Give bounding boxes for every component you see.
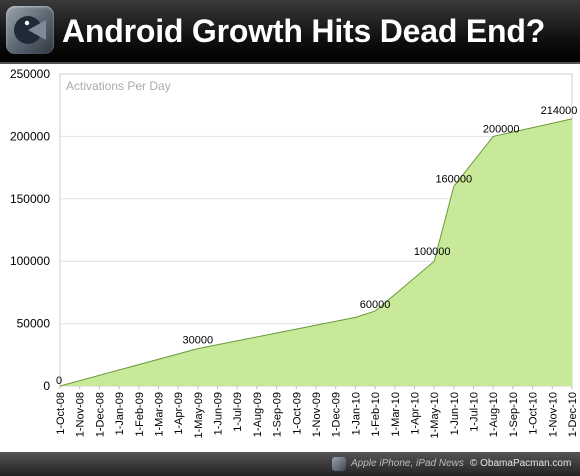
data-label: 160000 <box>435 173 472 185</box>
x-tick-label: 1-Jan-09 <box>114 392 126 435</box>
data-label: 200000 <box>483 123 520 135</box>
x-tick-label: 1-Jun-09 <box>213 392 225 435</box>
x-tick-label: 1-Apr-09 <box>173 392 185 435</box>
footer-bar: Apple iPhone, iPad News © ObamaPacman.co… <box>0 452 580 476</box>
activations-line <box>59 118 573 387</box>
site-logo[interactable] <box>6 6 54 54</box>
x-tick-label: 1-May-10 <box>429 392 441 438</box>
x-tick-label: 1-Apr-10 <box>409 392 421 435</box>
x-tick-label: 1-Nov-10 <box>547 392 559 437</box>
x-tick-label: 1-Sep-09 <box>272 392 284 437</box>
x-tick-label: 1-Aug-09 <box>252 392 264 437</box>
x-tick-label: 1-Jun-10 <box>449 392 461 435</box>
header-bar: Android Growth Hits Dead End? <box>0 0 580 64</box>
chart-title: Activations Per Day <box>66 79 171 93</box>
y-tick-label: 150000 <box>10 192 50 206</box>
page-title: Android Growth Hits Dead End? <box>62 13 546 49</box>
x-tick-label: 1-Dec-08 <box>94 392 106 437</box>
activations-area <box>60 118 572 387</box>
x-tick-label: 1-Jan-10 <box>350 392 362 435</box>
footer-copyright[interactable]: © ObamaPacman.com <box>470 458 572 469</box>
x-tick-label: 1-Mar-10 <box>390 392 402 437</box>
x-tick-label: 1-Aug-10 <box>488 392 500 437</box>
y-tick-label: 100000 <box>10 254 50 268</box>
data-label: 100000 <box>414 246 451 258</box>
apple-pacman-icon <box>14 16 46 44</box>
x-tick-label: 1-Oct-10 <box>528 392 540 435</box>
data-label: 214000 <box>541 105 578 117</box>
data-label: 30000 <box>183 335 214 347</box>
x-tick-label: 1-Sep-10 <box>508 392 520 437</box>
x-tick-label: 1-Feb-10 <box>370 392 382 437</box>
x-tick-label: 1-Feb-09 <box>134 392 146 437</box>
data-label: 0 <box>56 375 62 387</box>
y-tick-label: 250000 <box>10 67 50 81</box>
x-tick-label: 1-Oct-09 <box>291 392 303 435</box>
y-tick-label: 200000 <box>10 129 50 143</box>
activations-chart: 0 50000 100000 150000 200000 250000 1-Oct-08 1… <box>10 67 579 438</box>
x-tick-label: 1-Dec-10 <box>567 392 579 437</box>
footer-logo-icon <box>332 457 346 471</box>
x-tick-label: 1-Jul-09 <box>232 392 244 432</box>
data-label: 60000 <box>360 299 391 311</box>
y-tick-label: 0 <box>43 379 50 393</box>
y-tick-label: 50000 <box>17 317 51 331</box>
x-tick-label: 1-Mar-09 <box>153 392 165 437</box>
x-tick-label: 1-Dec-09 <box>331 392 343 437</box>
footer-tagline: Apple iPhone, iPad News <box>351 458 464 469</box>
x-tick-label: 1-Nov-09 <box>311 392 323 437</box>
x-tick-label: 1-Jul-10 <box>469 392 481 432</box>
x-tick-label: 1-Oct-08 <box>55 392 67 435</box>
x-tick-label: 1-Nov-08 <box>75 392 87 437</box>
chart-area: 0 50000 100000 150000 200000 250000 1-Oct-08 1… <box>0 64 580 452</box>
x-tick-label: 1-May-09 <box>193 392 205 438</box>
